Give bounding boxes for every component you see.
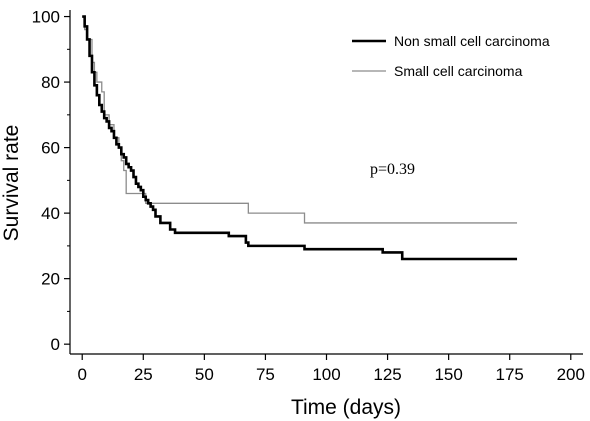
y-axis-title: Survival rate [0,125,23,242]
chart-legend: Non small cell carcinoma Small cell carci… [352,33,550,79]
chart-annotations: p=0.39 [370,161,415,178]
legend-label: Non small cell carcinoma [394,33,550,49]
y-tick-label: 0 [51,335,60,354]
x-tick-label: 50 [195,365,214,384]
tick-marks: 0 25 50 75 100 125 150 175 200 0 20 40 60 80 100 [32,8,585,384]
p-value-annotation: p=0.39 [370,161,415,178]
chart-axes [69,10,583,355]
legend-label: Small cell carcinoma [394,63,523,79]
x-axis-title: Time (days) [291,396,401,419]
x-tick-label: 0 [77,365,86,384]
series-line-non-small-cell [82,15,518,261]
x-tick-label: 200 [557,365,585,384]
y-tick-label: 80 [41,73,60,92]
y-tick-label: 40 [41,204,60,223]
x-tick-label: 75 [256,365,275,384]
y-tick-label: 20 [41,270,60,289]
x-tick-label: 100 [312,365,340,384]
y-tick-label: 60 [41,139,60,158]
x-tick-label: 150 [434,365,462,384]
series-layer [82,15,518,261]
x-tick-label: 175 [496,365,524,384]
x-tick-label: 25 [134,365,153,384]
x-tick-label: 125 [373,365,401,384]
y-tick-label: 100 [32,8,60,27]
